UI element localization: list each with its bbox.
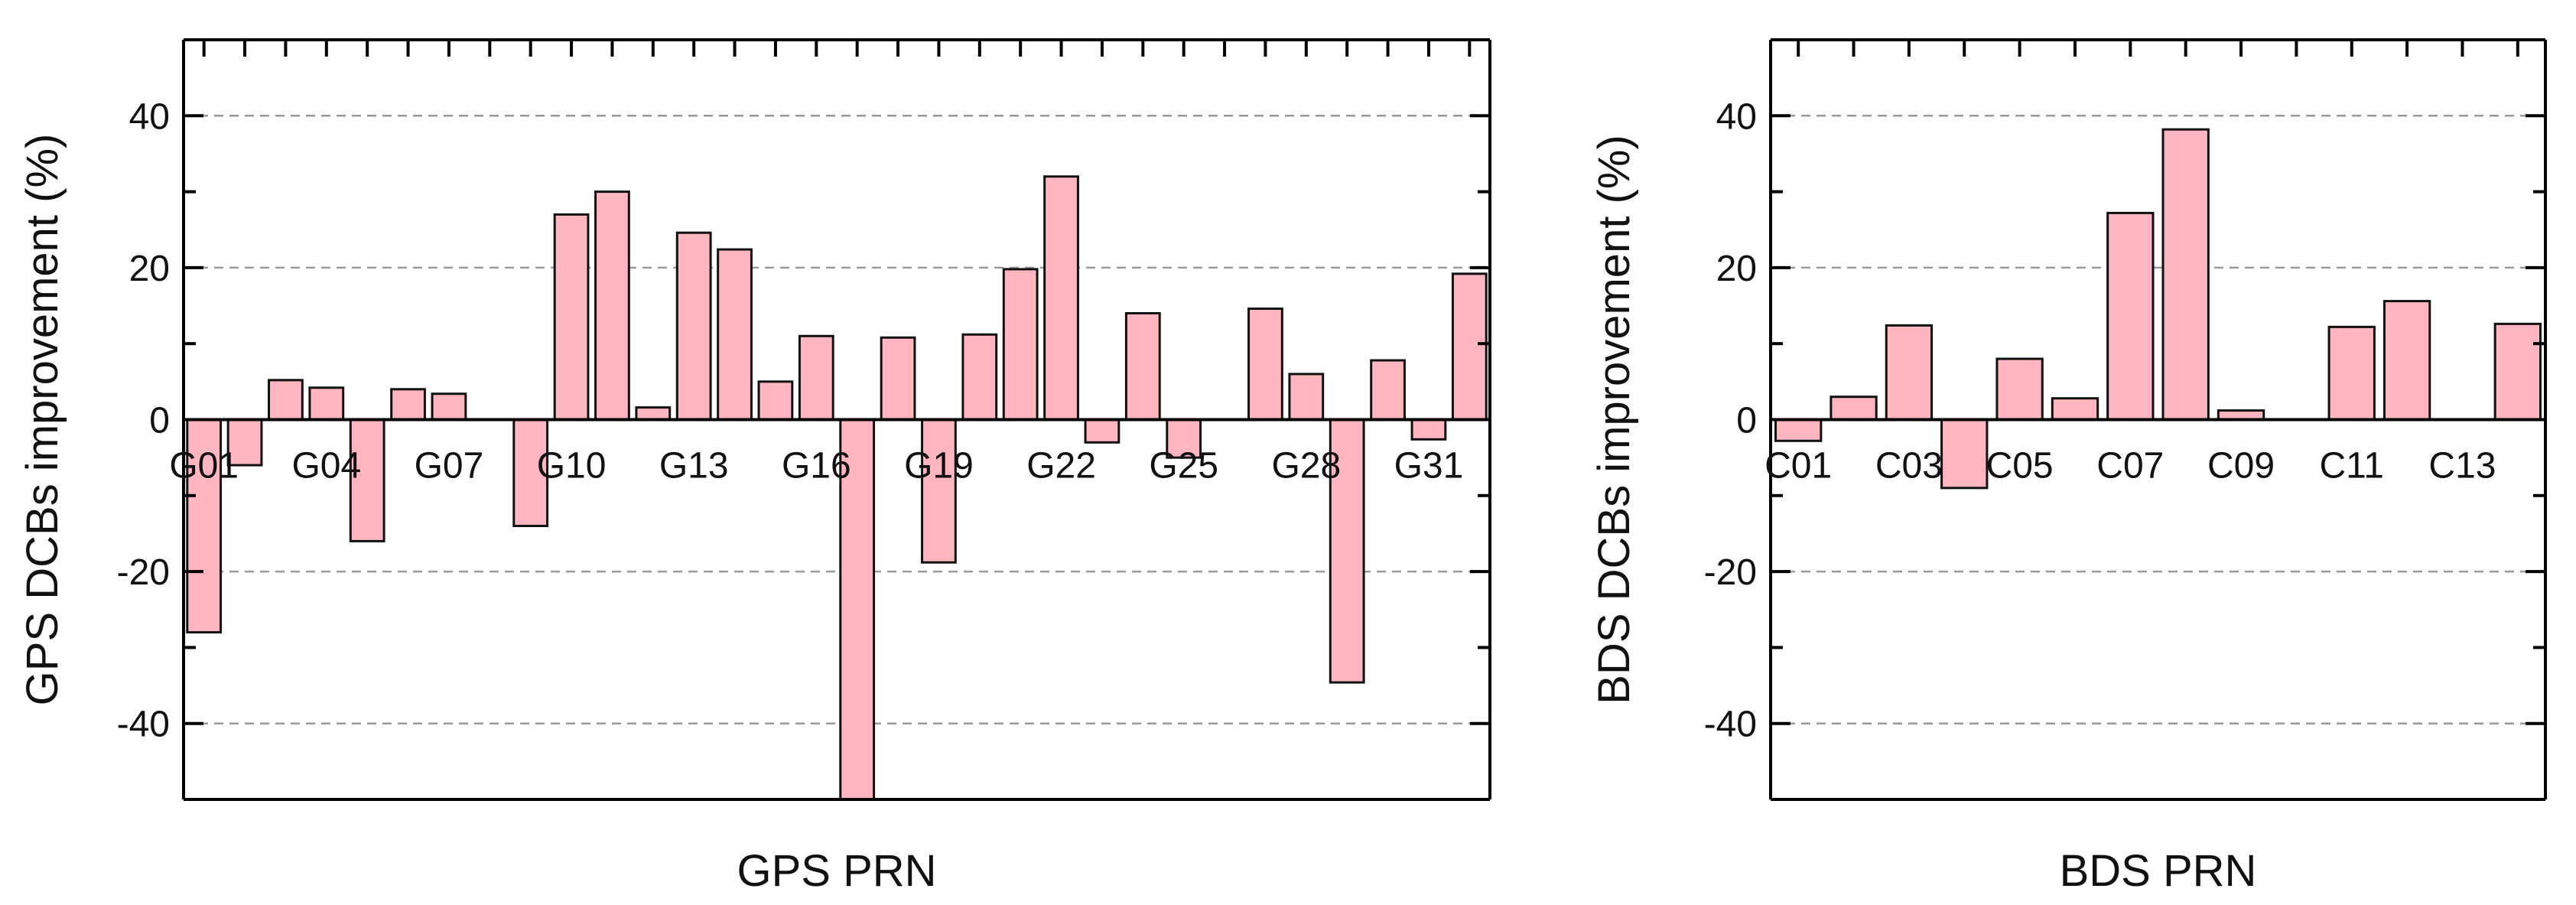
bds-bar-C11 (2327, 325, 2376, 422)
gps-ytick-label: 0 (149, 401, 170, 441)
bds-bar-C02 (1830, 396, 1878, 422)
gps-bar-G09 (512, 418, 549, 528)
bds-xtick-label: C11 (2320, 446, 2385, 487)
bds-bar-C06 (2051, 397, 2100, 421)
bds-xtick-label: C03 (1875, 446, 1943, 487)
bds-bar-C08 (2161, 128, 2210, 421)
gps-bar-G11 (594, 190, 630, 421)
gps-bar-G28 (1288, 373, 1325, 422)
gps-bar-G02 (226, 418, 263, 467)
gps-bar-G03 (268, 379, 304, 422)
gps-bar-G21 (1002, 268, 1039, 421)
gps-bar-G06 (390, 388, 426, 421)
gps-bar-G07 (431, 392, 467, 421)
bds-ytick-label: -40 (1704, 705, 1757, 745)
gps-bar-G19 (921, 418, 957, 564)
gps-xtick-label: G01 (169, 446, 239, 487)
gps-bar-G14 (717, 248, 753, 421)
bds-bar-C04 (1940, 418, 1989, 490)
gps-ytick-label: -20 (117, 552, 170, 593)
gps-xtick-label: G07 (415, 446, 484, 487)
bds-xtick-label: C01 (1764, 446, 1832, 487)
bds-ytick-label: 0 (1736, 401, 1757, 441)
bds-panel: -40 -20 0 20 40 C01 C03 C05 C07 C09 C11 C13 BDS PRN B… (1589, 38, 2547, 896)
bds-bar-C07 (2106, 211, 2155, 421)
bds-ytick-label: -20 (1704, 552, 1757, 593)
gps-bar-G16 (798, 334, 834, 421)
gps-x-axis-title: GPS PRN (737, 846, 936, 896)
bds-x-axis-title: BDS PRN (2060, 846, 2257, 896)
bds-xtick-label: C07 (2096, 446, 2164, 487)
gps-xtick-label: G10 (537, 446, 607, 487)
gps-xtick-label: G16 (782, 446, 851, 487)
bds-bar-C12 (2382, 300, 2431, 422)
bds-bar-C01 (1774, 418, 1823, 442)
gps-bar-G22 (1043, 175, 1079, 422)
gps-bar-G31 (1410, 418, 1447, 441)
gps-ytick-label: 40 (129, 96, 170, 137)
bds-xtick-label: C09 (2207, 446, 2275, 487)
gps-bar-G13 (675, 231, 712, 421)
gps-bar-G25 (1166, 418, 1202, 459)
bds-xtick-label: C13 (2428, 446, 2496, 487)
gps-bar-G23 (1084, 418, 1120, 444)
gps-xtick-label: G22 (1026, 446, 1096, 487)
gps-bar-G01 (186, 418, 223, 634)
gps-panel: -40 -20 0 20 40 G01 G04 G07 G10 G13 G16 G19 G22 G25 G2… (18, 38, 1491, 896)
gps-bar-G24 (1124, 311, 1161, 422)
gps-ytick-label: 20 (129, 249, 170, 289)
bds-y-axis-title: BDS DCBs improvement (%) (1589, 135, 1639, 704)
bds-ytick-label: 40 (1716, 96, 1757, 137)
gps-xtick-label: G13 (659, 446, 729, 487)
gps-xtick-label: G28 (1271, 446, 1341, 487)
gps-ytick-label: -40 (117, 705, 170, 745)
gps-bar-G20 (961, 333, 998, 421)
gps-bar-G15 (757, 380, 794, 422)
gps-xtick-label: G19 (904, 446, 974, 487)
gps-bar-G30 (1370, 359, 1406, 421)
gps-xtick-label: G31 (1394, 446, 1464, 487)
gps-xtick-label: G25 (1149, 446, 1218, 487)
gps-y-axis-title: GPS DCBs improvement (%) (18, 134, 67, 706)
gps-bar-G32 (1451, 272, 1488, 421)
bds-bar-C05 (1995, 357, 2044, 421)
gps-xtick-label: G04 (291, 446, 361, 487)
bds-bar-C14 (2493, 322, 2542, 421)
bds-ytick-label: 20 (1716, 249, 1757, 289)
gps-bar-G29 (1329, 418, 1365, 684)
bds-xtick-label: C05 (1986, 446, 2054, 487)
gps-bar-G04 (308, 386, 345, 422)
gps-bar-G05 (349, 418, 385, 542)
gps-bar-G18 (880, 336, 916, 422)
gps-bar-G10 (553, 213, 590, 421)
bds-bar-C03 (1885, 324, 1934, 422)
gps-bar-G27 (1247, 308, 1283, 421)
gps-bar-G12 (635, 406, 672, 421)
